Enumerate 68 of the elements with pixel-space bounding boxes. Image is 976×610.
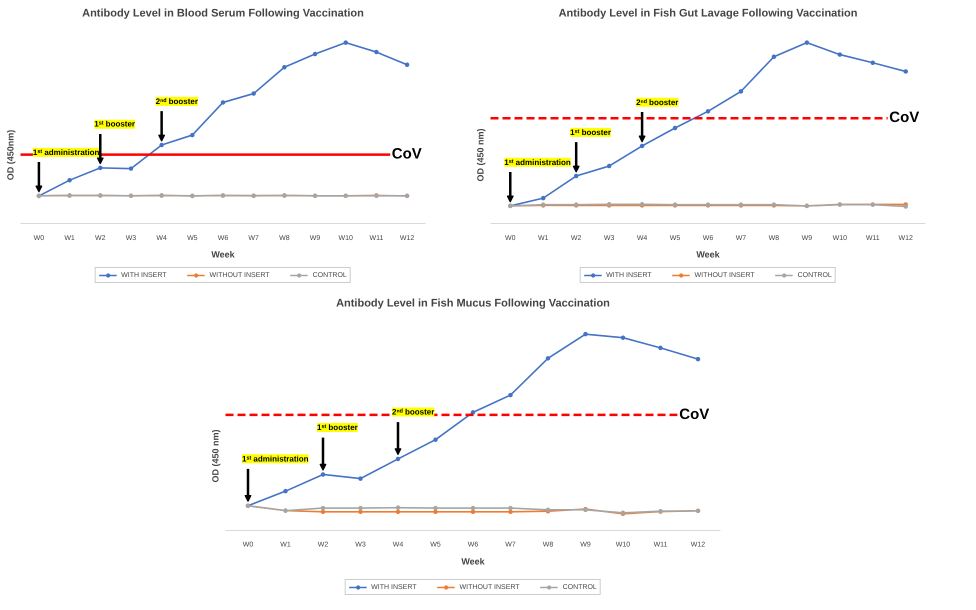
point bbox=[870, 60, 876, 65]
point bbox=[696, 356, 700, 362]
annotation: 1ˢᵗ booster bbox=[94, 120, 136, 129]
point bbox=[470, 506, 476, 510]
annotation: 2ⁿᵈ booster bbox=[156, 96, 198, 106]
annotation: 1ˢᵗ administration bbox=[32, 148, 100, 157]
point bbox=[220, 100, 226, 105]
annotation: 2ⁿᵈ booster bbox=[392, 408, 434, 416]
point bbox=[508, 506, 513, 510]
point bbox=[358, 506, 363, 510]
point bbox=[396, 510, 400, 514]
point bbox=[772, 54, 776, 60]
point bbox=[283, 488, 288, 494]
point bbox=[606, 164, 612, 168]
point bbox=[320, 506, 326, 510]
point bbox=[282, 65, 287, 70]
point bbox=[574, 174, 578, 178]
chart-title: Antibody Level in Blood Serum Following Vaccination bbox=[82, 8, 364, 20]
x-axis-title: Week bbox=[211, 250, 236, 260]
point bbox=[312, 52, 318, 56]
point bbox=[320, 510, 326, 514]
point bbox=[67, 178, 72, 182]
chart-title: Antibody Level in Fish Gut Lavage Following Vaccination bbox=[558, 8, 858, 20]
point bbox=[251, 91, 256, 96]
point bbox=[433, 506, 438, 510]
point bbox=[358, 510, 363, 514]
point bbox=[343, 40, 348, 45]
annotation: 1ˢᵗ administration bbox=[242, 454, 309, 464]
annotation: 1ˢᵗ administration bbox=[504, 158, 571, 167]
point bbox=[583, 332, 588, 336]
point bbox=[903, 69, 908, 74]
point bbox=[396, 505, 400, 510]
point bbox=[190, 132, 195, 138]
point bbox=[804, 40, 810, 45]
ref-line-label: CoV bbox=[392, 146, 422, 163]
point bbox=[838, 52, 842, 57]
y-axis-title: OD (450 nm) bbox=[210, 429, 220, 483]
point bbox=[404, 62, 410, 67]
point bbox=[433, 510, 438, 514]
point bbox=[640, 144, 644, 148]
point bbox=[620, 335, 626, 340]
chart-title: Antibody Level in Fish Mucus Following Vaccination bbox=[336, 298, 610, 310]
point bbox=[159, 142, 164, 148]
point bbox=[738, 89, 744, 94]
point bbox=[470, 510, 476, 514]
point bbox=[540, 196, 546, 200]
annotation: 2ⁿᵈ booster bbox=[636, 98, 678, 107]
point bbox=[706, 109, 710, 114]
point bbox=[508, 510, 513, 514]
point bbox=[374, 50, 379, 54]
point bbox=[358, 476, 363, 481]
point bbox=[672, 126, 678, 130]
point bbox=[508, 392, 513, 398]
point bbox=[128, 166, 134, 171]
point bbox=[98, 166, 103, 170]
annotation: 1ˢᵗ booster bbox=[570, 128, 611, 137]
point bbox=[546, 356, 550, 361]
point bbox=[320, 472, 326, 477]
y-axis-title: OD (450nm) bbox=[6, 130, 16, 180]
annotation: 1ˢᵗ booster bbox=[317, 423, 358, 432]
point bbox=[433, 437, 438, 442]
ref-line-label: CoV bbox=[889, 109, 920, 126]
ref-line-label: CoV bbox=[679, 406, 710, 423]
point bbox=[658, 346, 663, 350]
y-axis-title: OD (450 nm) bbox=[476, 128, 486, 182]
x-axis-title: Week bbox=[696, 250, 721, 260]
x-axis-title: Week bbox=[461, 556, 486, 566]
point bbox=[396, 456, 400, 462]
